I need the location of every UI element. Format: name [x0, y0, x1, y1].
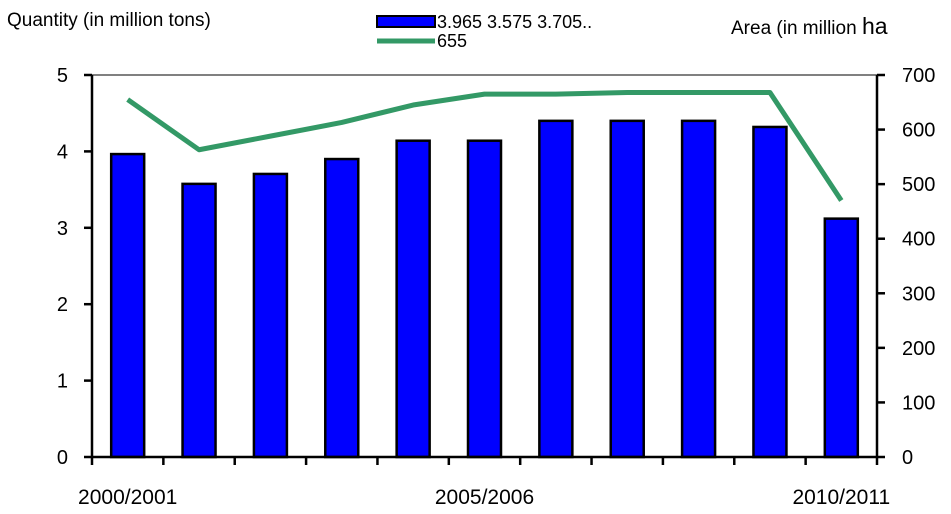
- x-tick-label: 2000/2001: [78, 486, 177, 509]
- bar: [752, 125, 788, 459]
- bar: [609, 119, 645, 459]
- right-tick-label: 100: [902, 392, 935, 414]
- left-tick-label: 1: [57, 371, 68, 393]
- bar: [680, 119, 717, 459]
- x-tick-label: 2005/2006: [435, 486, 534, 509]
- bar: [823, 217, 860, 459]
- right-tick-label: 400: [902, 229, 935, 251]
- area-line: [126, 89, 844, 202]
- line-series: [126, 89, 844, 202]
- bar: [538, 119, 574, 459]
- legend: 3.965 3.575 3.705..655: [376, 12, 592, 51]
- legend-bar-swatch: [376, 15, 436, 28]
- left-tick-label: 5: [57, 65, 68, 87]
- left-axis-title: Quantity (in million tons): [7, 10, 211, 31]
- right-axis-title-unit: ha: [861, 13, 888, 39]
- legend-bar-label: 3.965 3.575 3.705..: [437, 12, 592, 32]
- right-tick-label: 0: [902, 447, 913, 469]
- bar: [324, 157, 360, 459]
- right-tick-label: 700: [902, 65, 935, 87]
- right-axis-title-text: Area (in million: [731, 18, 862, 39]
- right-tick-label: 300: [902, 283, 935, 305]
- left-tick-label: 4: [57, 141, 68, 163]
- axes: 0 1 2 3 4 5 0 100 200 300 400 500 600 700 2000/2001 200…: [57, 65, 936, 509]
- right-axis-title: Area (in million ha: [731, 13, 888, 40]
- right-tick-label: 500: [902, 174, 935, 196]
- x-tick-label: 2010/2011: [792, 486, 890, 509]
- bar: [181, 182, 217, 459]
- bar: [466, 139, 503, 459]
- bar-series: [109, 119, 860, 459]
- bar: [395, 139, 431, 459]
- left-tick-label: 2: [57, 294, 68, 316]
- bar: [109, 152, 146, 459]
- left-tick-label: 0: [57, 447, 68, 469]
- right-tick-label: 200: [902, 338, 935, 360]
- bar: [252, 172, 289, 459]
- right-tick-label: 600: [902, 120, 935, 142]
- left-tick-label: 3: [57, 218, 68, 240]
- legend-line-label: 655: [437, 31, 467, 51]
